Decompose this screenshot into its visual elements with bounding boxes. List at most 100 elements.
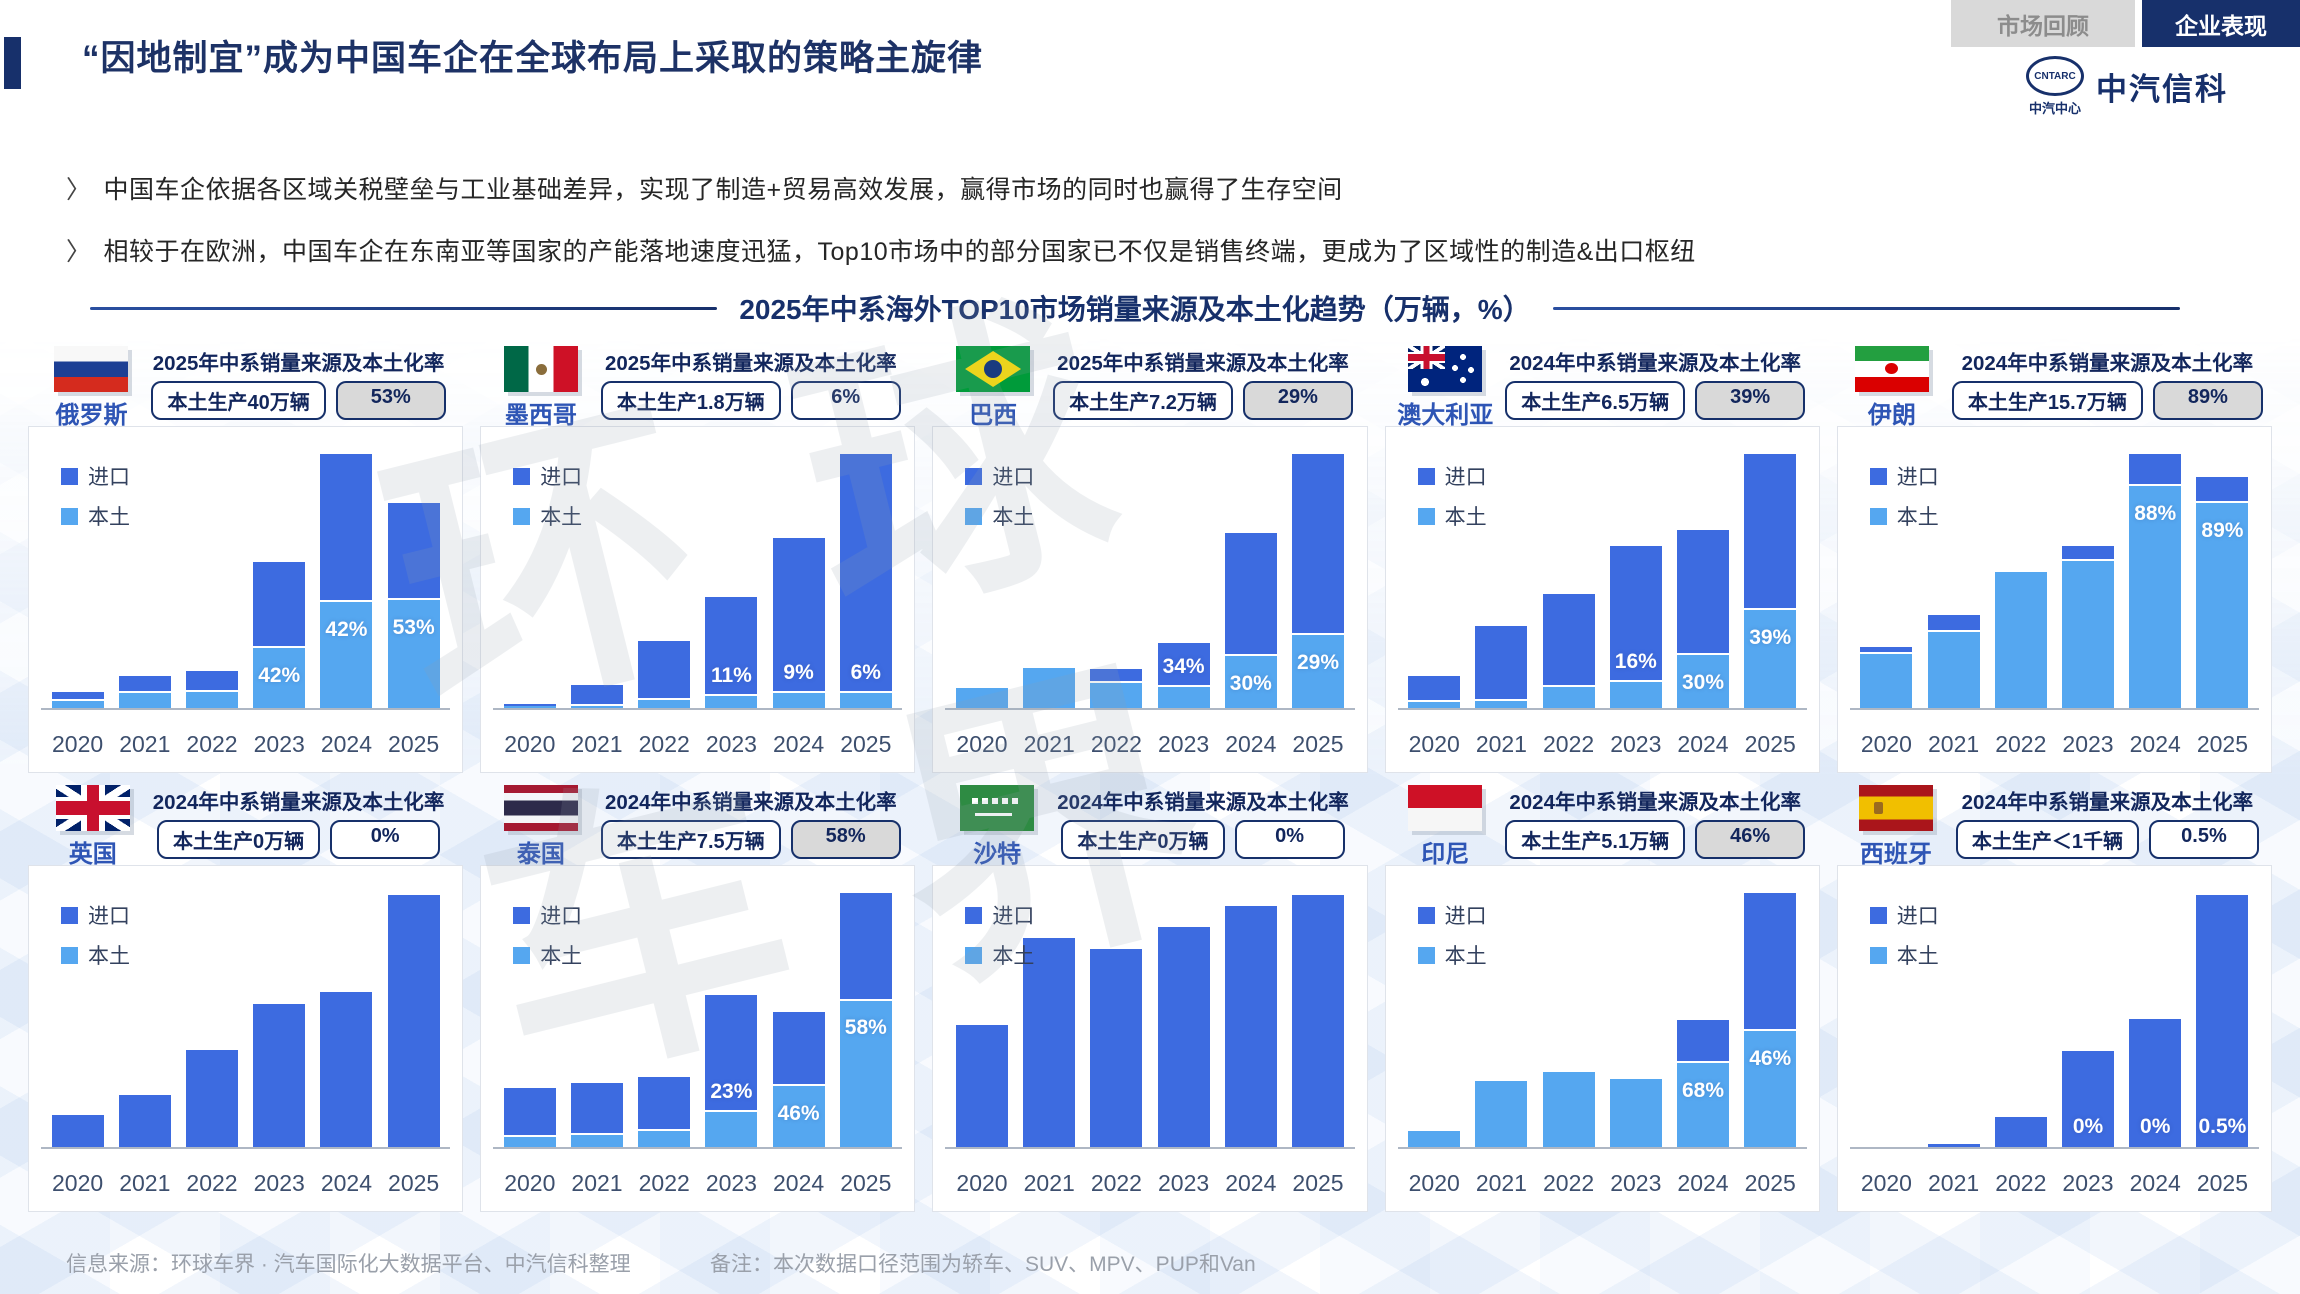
chart-header-title: 2024年中系销量来源及本土化率	[1961, 791, 2254, 814]
charts-grid: 俄罗斯 2025年中系销量来源及本土化率 本土生产40万辆 53% 进口 本土	[28, 346, 2272, 1212]
header-right: 2024年中系销量来源及本土化率 本土生产0万辆 0%	[153, 785, 444, 859]
logo-org-label: 中汽中心	[2028, 101, 2081, 116]
logo-badge: CNTARC 中汽中心	[2026, 56, 2084, 117]
bar-segment-import	[1224, 533, 1277, 655]
year-labels: 2020 2021 2022 2023 2024 2025	[44, 1170, 447, 1197]
bar-segment-import	[638, 1076, 691, 1130]
legend-item-import: 进口	[513, 461, 582, 491]
legend: 进口 本土	[513, 900, 582, 980]
bar-segment-import	[320, 992, 373, 1147]
year-label: 2024	[1677, 731, 1729, 757]
bar-segment-local	[1744, 607, 1797, 708]
country-label: 墨西哥	[504, 402, 577, 429]
bar-group	[631, 893, 698, 1147]
year-label: 2023	[2062, 731, 2114, 757]
country-label: 沙特	[973, 841, 1022, 868]
year-label: 2025	[2196, 731, 2248, 757]
header-right: 2024年中系销量来源及本土化率 本土生产＜1千辆 0.5%	[1955, 785, 2259, 859]
country-label: 印尼	[1421, 841, 1470, 868]
chart-card-header: 俄罗斯 2025年中系销量来源及本土化率 本土生产40万辆 53%	[28, 346, 463, 429]
legend-local-label: 本土	[992, 945, 1035, 968]
bar-segment-local	[253, 646, 306, 708]
bar-segment-local	[2196, 500, 2249, 708]
bar-segment-import	[1860, 646, 1913, 653]
year-label: 2021	[1475, 1170, 1527, 1196]
bar-segment-local	[1927, 629, 1980, 708]
bar-segment-local	[1224, 654, 1277, 708]
legend-item-import: 进口	[1417, 461, 1487, 491]
header-boxes: 本土生产0万辆 0%	[157, 820, 441, 859]
bar-segment-import	[1292, 454, 1344, 633]
chart-header-title: 2024年中系销量来源及本土化率	[1509, 352, 1801, 375]
bar-stack: 30%	[1677, 529, 1729, 708]
bar-segment-import	[253, 562, 306, 647]
legend-swatch-import	[1869, 467, 1887, 485]
bar-segment-import	[1090, 949, 1143, 1147]
bar-stack	[1023, 938, 1076, 1147]
chart-header-title: 2025年中系销量来源及本土化率	[152, 352, 445, 375]
chart-card-header: 巴西 2025年中系销量来源及本土化率 本土生产7.2万辆 29%	[932, 346, 1367, 429]
bar-segment-import	[186, 670, 238, 690]
bar-stack	[1860, 646, 1913, 708]
country-flag-icon	[54, 346, 129, 392]
bar-group: 58%	[832, 893, 899, 1147]
bars: 88% 89%	[1853, 454, 2256, 708]
bar-group	[246, 893, 313, 1147]
bars	[948, 893, 1351, 1147]
legend-item-local: 本土	[1417, 501, 1487, 531]
legend-swatch-import	[61, 467, 78, 485]
bar-group	[1401, 454, 1468, 708]
bar-segment-import	[1542, 594, 1595, 685]
bar-stack	[320, 992, 373, 1147]
legend-swatch-local	[61, 946, 78, 964]
country-label: 俄罗斯	[55, 402, 128, 429]
bar-percent-label: 30%	[1229, 672, 1272, 695]
chart-header-title: 2025年中系销量来源及本土化率	[604, 352, 897, 375]
bar-stack	[1408, 1131, 1461, 1147]
local-production-box: 本土生产7.2万辆	[1053, 381, 1233, 420]
bar-segment-local	[1860, 652, 1913, 708]
bar-segment-import	[387, 895, 440, 1147]
bar-segment-import	[1677, 1020, 1729, 1061]
bar-stack	[118, 1094, 171, 1147]
bar-segment-import	[1157, 643, 1210, 685]
chart-panel: 进口 本土 88% 89% 2020 2021 2022 2023 2024 2025	[1836, 426, 2272, 773]
bar-segment-import	[2196, 895, 2249, 1147]
country-flag-icon	[55, 785, 130, 831]
legend-import-label: 进口	[88, 905, 130, 928]
legend-item-local: 本土	[1417, 940, 1487, 970]
bar-group: 88%	[2122, 454, 2189, 708]
header-right: 2025年中系销量来源及本土化率 本土生产40万辆 53%	[151, 346, 446, 420]
localization-rate-box: 0%	[1234, 820, 1345, 859]
x-axis-line	[1397, 708, 1807, 710]
bar-group	[1535, 454, 1602, 708]
bar-group	[2054, 454, 2121, 708]
bar-stack	[1292, 895, 1344, 1147]
bar-stack	[1408, 675, 1461, 708]
local-production-box: 本土生产7.5万辆	[600, 820, 781, 859]
legend-swatch-import	[1417, 467, 1435, 485]
bar-segment-local	[1475, 1081, 1528, 1147]
brand-logo: CNTARC 中汽中心 中汽信科	[2026, 56, 2228, 117]
tab-market-review[interactable]: 市场回顾	[1951, 0, 2135, 47]
legend-local-label: 本土	[88, 506, 130, 529]
legend-item-import: 进口	[513, 900, 582, 930]
chart-header-title: 2024年中系销量来源及本土化率	[1509, 791, 1801, 814]
chart-card: 英国 2024年中系销量来源及本土化率 本土生产0万辆 0% 进口 本土	[28, 785, 464, 1212]
bar-stack: 89%	[2196, 476, 2249, 708]
bar-group	[1987, 893, 2054, 1147]
bar-stack	[253, 1004, 306, 1147]
legend-item-local: 本土	[513, 501, 582, 531]
bar-stack	[1994, 1117, 2047, 1147]
bar-group: 42%	[246, 454, 313, 708]
bar-group	[380, 893, 447, 1147]
bar-segment-import	[2196, 476, 2249, 501]
bar-segment-local	[2062, 558, 2114, 708]
bar-segment-import	[1090, 669, 1143, 681]
tab-company-performance[interactable]: 企业表现	[2142, 0, 2300, 47]
bar-stack	[51, 1115, 104, 1147]
bars: 11% 9% 6%	[496, 454, 899, 708]
chart-card: 俄罗斯 2025年中系销量来源及本土化率 本土生产40万辆 53% 进口 本土	[28, 346, 464, 773]
bar-segment-import	[955, 1024, 1008, 1147]
year-labels: 2020 2021 2022 2023 2024 2025	[1401, 1170, 1804, 1197]
